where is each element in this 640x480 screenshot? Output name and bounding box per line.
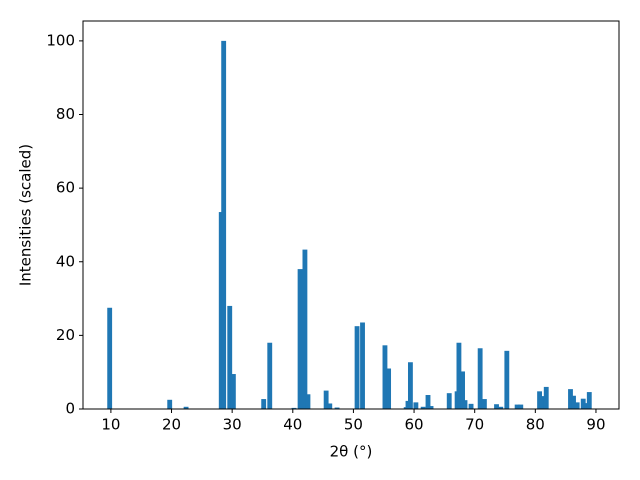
bar	[107, 307, 113, 409]
bar	[305, 394, 311, 409]
bar	[481, 399, 487, 409]
bar	[477, 348, 483, 409]
bar	[568, 389, 573, 409]
bar	[323, 390, 329, 409]
x-tick-label: 70	[465, 416, 484, 434]
bar	[230, 374, 236, 409]
bar	[514, 404, 520, 409]
bar	[413, 402, 419, 409]
axes-frame	[82, 20, 620, 410]
x-tick-label: 50	[344, 416, 363, 434]
bar	[425, 395, 431, 409]
x-tick-label: 10	[101, 416, 120, 434]
bar	[518, 404, 524, 409]
x-tick-label: 20	[162, 416, 181, 434]
y-tick-label: 40	[56, 252, 75, 270]
y-axis-label: Intensities (scaled)	[17, 144, 35, 286]
bar	[428, 406, 434, 409]
bar	[407, 362, 413, 409]
x-tick-label: 40	[283, 416, 302, 434]
bar	[498, 406, 504, 409]
bar	[261, 399, 267, 409]
y-tick-label: 80	[56, 105, 75, 123]
x-tick-label: 60	[405, 416, 424, 434]
bar	[221, 40, 227, 409]
bar	[360, 322, 365, 409]
bar	[183, 406, 189, 409]
x-tick-label: 80	[526, 416, 545, 434]
bar	[462, 400, 468, 409]
x-tick-label: 90	[586, 416, 605, 434]
bar	[291, 407, 297, 409]
bar	[386, 368, 392, 409]
y-tick-label: 60	[56, 179, 75, 197]
bar	[456, 342, 462, 409]
bar	[354, 326, 360, 409]
bar	[446, 393, 452, 409]
y-tick-label: 20	[56, 326, 75, 344]
bar	[167, 399, 173, 409]
bar	[494, 404, 499, 409]
bar	[267, 342, 273, 409]
bar	[571, 395, 576, 409]
x-axis-label: 2θ (°)	[330, 443, 373, 461]
bar	[382, 345, 388, 409]
y-tick-label: 100	[46, 31, 75, 49]
x-tick-label: 30	[223, 416, 242, 434]
bar	[334, 407, 340, 409]
y-tick-label: 0	[65, 400, 75, 418]
bar	[543, 386, 549, 409]
bar	[327, 403, 333, 409]
bar	[504, 350, 510, 409]
bar	[460, 371, 465, 409]
bar	[580, 398, 586, 409]
bar	[297, 269, 303, 409]
bar	[539, 396, 545, 409]
bar	[227, 305, 233, 409]
bar	[468, 403, 474, 409]
bar	[420, 406, 426, 409]
bar	[586, 392, 592, 409]
bar	[574, 402, 580, 409]
bar	[302, 249, 308, 409]
